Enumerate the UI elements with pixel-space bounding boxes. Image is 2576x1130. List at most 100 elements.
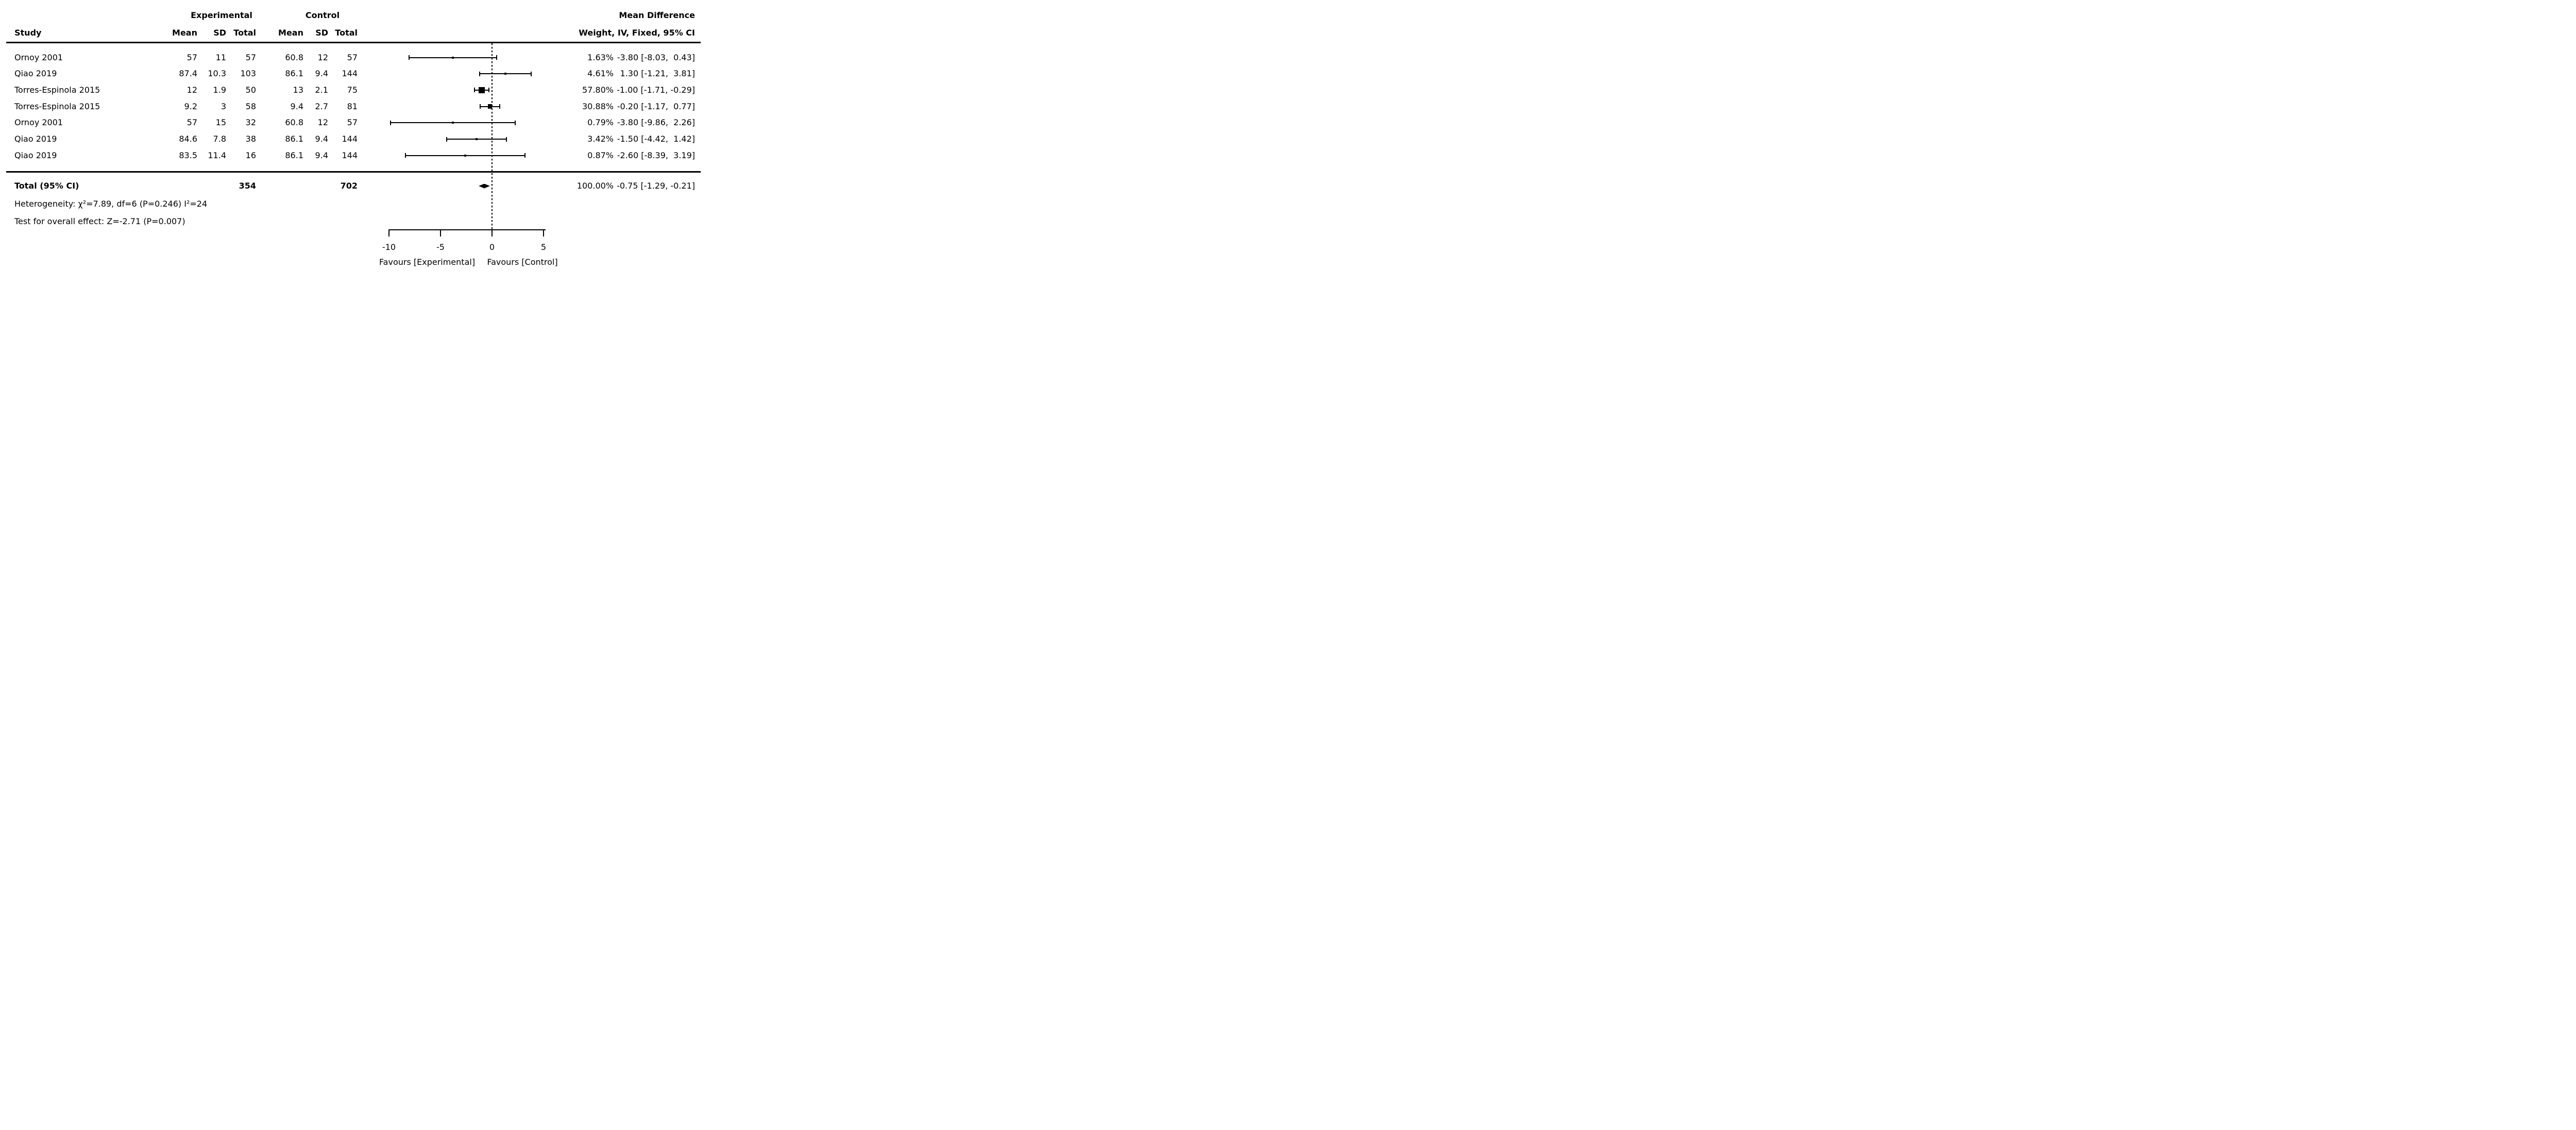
ctrl-mean-cell: 86.1 — [285, 150, 303, 160]
ci-cap-right — [499, 104, 501, 109]
zero-reference-line — [492, 43, 493, 229]
favours-left-label: Favours [Experimental] — [379, 257, 476, 267]
ctrl-mean-cell: 13 — [293, 85, 303, 95]
effect-measure-header: Mean Difference — [619, 10, 695, 20]
total-ci-text: -0.75 [-1.29, -0.21] — [617, 181, 695, 191]
ctrl-total-cell: 144 — [342, 134, 358, 144]
exp-sd-cell: 15 — [215, 117, 226, 128]
ci-text-cell: 1.30 [-1.21, 3.81] — [620, 69, 695, 79]
study-name: Qiao 2019 — [14, 150, 57, 160]
exp-mean-column-header: Mean — [172, 28, 197, 38]
exp-mean-cell: 83.5 — [179, 150, 197, 160]
ci-cap-left — [473, 88, 475, 93]
study-name: Torres-Espinola 2015 — [14, 85, 100, 95]
effect-square — [452, 56, 454, 59]
exp-mean-cell: 57 — [187, 52, 197, 62]
ci-cap-left — [479, 104, 481, 109]
ci-cap-left — [446, 137, 447, 142]
study-name: Torres-Espinola 2015 — [14, 101, 100, 111]
exp-total-column-header: Total — [233, 28, 256, 38]
ctrl-sd-cell: 9.4 — [315, 150, 328, 160]
weight-cell: 4.61% — [587, 69, 614, 79]
exp-sd-column-header: SD — [213, 28, 226, 38]
ci-cap-left — [405, 153, 406, 158]
ci-cap-right — [488, 88, 490, 93]
ci-cap-left — [409, 55, 410, 60]
axis-tick-label: 0 — [489, 242, 495, 252]
ctrl-mean-cell: 86.1 — [285, 69, 303, 79]
ctrl-sd-cell: 12 — [317, 117, 328, 128]
ctrl-mean-column-header: Mean — [278, 28, 303, 38]
weight-ci-column-header: Weight, IV, Fixed, 95% CI — [579, 28, 695, 38]
ctrl-sd-cell: 2.1 — [315, 85, 328, 95]
axis-tick — [440, 229, 441, 237]
ctrl-mean-cell: 60.8 — [285, 117, 303, 128]
experimental-group-header: Experimental — [191, 10, 252, 20]
rows-layer: Ornoy 2001 57 11 57 60.8 12 57 1.63% -3.80 [-8.0… — [0, 0, 704, 283]
ctrl-mean-cell: 9.4 — [290, 101, 303, 111]
axis-tick — [388, 229, 389, 237]
study-name: Ornoy 2001 — [14, 117, 63, 128]
study-name: Ornoy 2001 — [14, 52, 63, 62]
ctrl-sd-cell: 12 — [317, 52, 328, 62]
favours-right-label: Favours [Control] — [487, 257, 558, 267]
exp-mean-cell: 84.6 — [179, 134, 197, 144]
ci-cap-left — [389, 120, 391, 125]
plot-layer: -10 -5 0 5 — [0, 0, 704, 283]
ctrl-total-column-header: Total — [335, 28, 358, 38]
exp-total-cell: 32 — [245, 117, 256, 128]
weight-cell: 1.63% — [587, 52, 614, 62]
ctrl-mean-cell: 60.8 — [285, 52, 303, 62]
study-column-header: Study — [14, 28, 42, 38]
total-exp-n: 354 — [239, 181, 256, 191]
ci-text-cell: -1.50 [-4.42, 1.42] — [617, 134, 695, 144]
ci-cap-right — [515, 120, 516, 125]
ctrl-total-cell: 57 — [347, 117, 358, 128]
exp-sd-cell: 10.3 — [208, 69, 226, 79]
forest-plot-figure: Experimental Control Mean Difference Stu… — [0, 0, 704, 283]
exp-total-cell: 38 — [245, 134, 256, 144]
effect-square — [452, 122, 454, 124]
exp-sd-cell: 3 — [221, 101, 226, 111]
exp-total-cell: 58 — [245, 101, 256, 111]
total-row-label: Total (95% CI) — [14, 181, 79, 191]
control-group-header: Control — [305, 10, 340, 20]
ci-cap-right — [524, 153, 526, 158]
exp-mean-cell: 9.2 — [184, 101, 197, 111]
axis-tick — [543, 229, 544, 237]
ctrl-total-cell: 57 — [347, 52, 358, 62]
summary-diamond — [479, 183, 490, 189]
study-name: Qiao 2019 — [14, 69, 57, 79]
overall-effect-text: Test for overall effect: Z=-2.71 (P=0.00… — [14, 216, 185, 226]
ci-text-cell: -3.80 [-8.03, 0.43] — [617, 52, 695, 62]
total-weight: 100.00% — [577, 181, 614, 191]
exp-total-cell: 50 — [245, 85, 256, 95]
weight-cell: 0.79% — [587, 117, 614, 128]
ctrl-sd-column-header: SD — [315, 28, 328, 38]
heterogeneity-text: Heterogeneity: χ²=7.89, df=6 (P=0.246) I… — [14, 199, 208, 209]
ci-text-cell: -3.80 [-9.86, 2.26] — [617, 117, 695, 128]
ci-cap-right — [531, 71, 532, 76]
exp-sd-cell: 7.8 — [213, 134, 226, 144]
exp-mean-cell: 87.4 — [179, 69, 197, 79]
ctrl-sd-cell: 9.4 — [315, 134, 328, 144]
exp-total-cell: 16 — [245, 150, 256, 160]
ctrl-total-cell: 144 — [342, 69, 358, 79]
ci-text-cell: -2.60 [-8.39, 3.19] — [617, 150, 695, 160]
ci-text-cell: -0.20 [-1.17, 0.77] — [617, 101, 695, 111]
axis-tick-label: -10 — [382, 242, 396, 252]
exp-sd-cell: 1.9 — [213, 85, 226, 95]
effect-square — [504, 73, 506, 75]
ci-cap-right — [506, 137, 507, 142]
axis-tick-label: 5 — [540, 242, 547, 252]
weight-cell: 3.42% — [587, 134, 614, 144]
total-rule — [6, 171, 701, 173]
exp-total-cell: 57 — [245, 52, 256, 62]
total-ctrl-n: 702 — [340, 181, 358, 191]
exp-mean-cell: 12 — [187, 85, 197, 95]
ctrl-total-cell: 81 — [347, 101, 358, 111]
ci-cap-right — [496, 55, 497, 60]
ctrl-mean-cell: 86.1 — [285, 134, 303, 144]
ctrl-total-cell: 144 — [342, 150, 358, 160]
effect-square — [487, 104, 493, 109]
